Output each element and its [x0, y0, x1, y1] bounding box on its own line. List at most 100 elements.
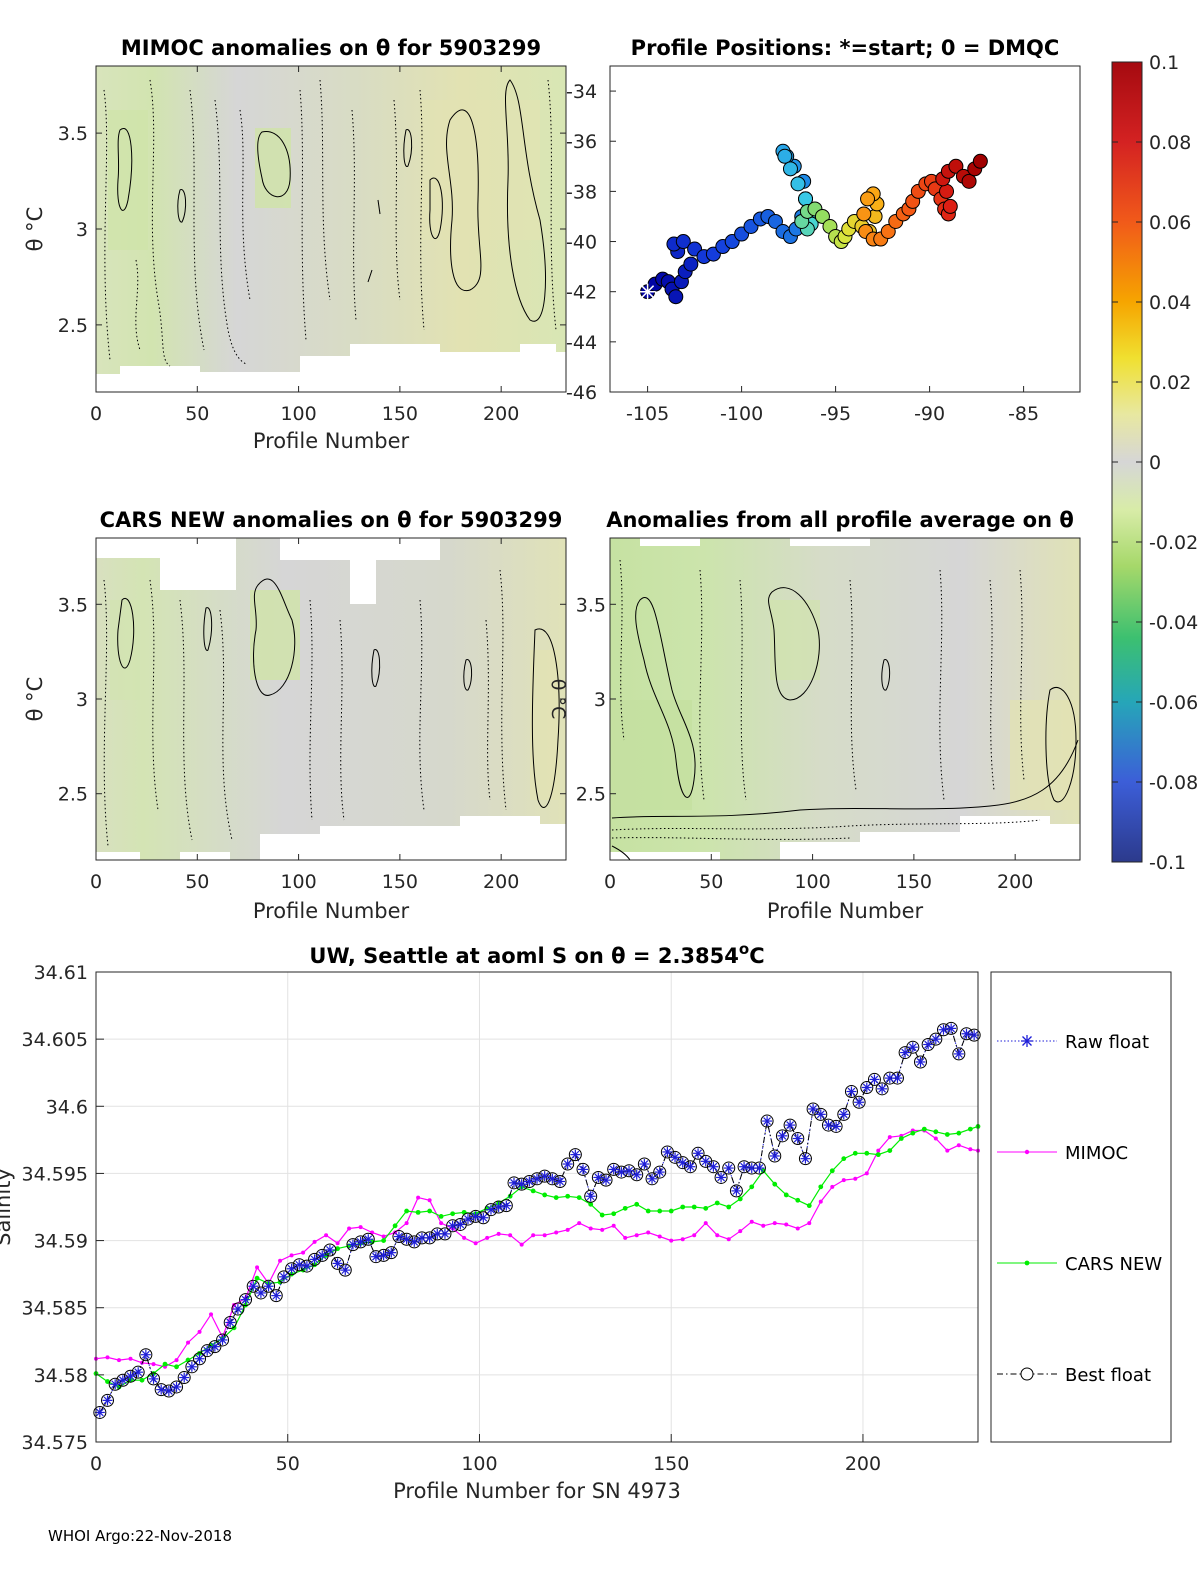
salinity-ytick-label: 34.61	[34, 962, 88, 984]
cars-panel-title: CARS NEW anomalies on θ for 5903299	[100, 508, 563, 532]
average-contour	[1045, 687, 1077, 803]
raw-float-point	[754, 1163, 765, 1174]
asterisk-marker-icon	[548, 1174, 557, 1183]
legend-entry: Best float	[997, 1365, 1151, 1386]
raw-float-point	[317, 1250, 328, 1261]
asterisk-marker-icon	[908, 1043, 917, 1052]
position-point	[683, 256, 699, 272]
raw-float-point	[624, 1165, 635, 1176]
asterisk-marker-icon	[609, 1165, 618, 1174]
raw-float-point	[470, 1211, 481, 1222]
salinity-xtick-label: 0	[90, 1453, 102, 1475]
raw-float-point	[386, 1247, 397, 1258]
cars-point	[680, 1204, 686, 1210]
legend-marker-mimoc	[1024, 1149, 1030, 1155]
raw-float-point	[854, 1097, 865, 1108]
cars-point	[749, 1184, 755, 1190]
raw-float-point	[508, 1177, 519, 1188]
best-float-point	[929, 1032, 943, 1046]
positions-ytick-label: -44	[566, 332, 597, 354]
raw-float-point	[946, 1023, 957, 1034]
cars-point	[898, 1136, 904, 1141]
best-float-point	[231, 1302, 245, 1316]
average-contours	[611, 587, 1079, 861]
mimoc-point	[830, 1184, 835, 1189]
cars-contour	[531, 628, 560, 808]
best-float-point	[208, 1340, 222, 1354]
mimoc-point	[726, 1237, 731, 1242]
salinity-xtick-label: 150	[653, 1453, 689, 1475]
asterisk-marker-icon	[540, 1172, 549, 1181]
cars-ytick-label: 3	[76, 689, 88, 711]
asterisk-marker-icon	[763, 1117, 772, 1125]
cars-point	[404, 1208, 410, 1214]
best-float-point	[124, 1369, 138, 1383]
best-float-point	[239, 1293, 253, 1307]
asterisk-marker-icon	[533, 1174, 541, 1183]
raw-float-point	[110, 1379, 121, 1390]
positions-yticks: -46 -44 -42 -40 -38 -36 -34	[566, 81, 616, 404]
mimoc-point	[174, 1358, 179, 1363]
legend-entry: MIMOC	[997, 1143, 1128, 1164]
raw-float-point	[248, 1281, 259, 1292]
mimoc-point	[485, 1235, 490, 1240]
mimoc-point	[117, 1358, 122, 1363]
cars-dotted-contour	[499, 569, 507, 811]
colorbar-tick-label: 0.06	[1149, 212, 1191, 234]
legend-entries: Raw float MIMOC CARS NEW Best float	[997, 1032, 1162, 1386]
average-dotted-contour	[699, 569, 705, 801]
asterisk-marker-icon	[962, 1029, 971, 1038]
asterisk-marker-icon	[939, 1025, 948, 1034]
legend-label: CARS NEW	[1065, 1254, 1162, 1275]
asterisk-marker-icon	[187, 1362, 196, 1371]
cars-point	[944, 1132, 950, 1137]
cars-xtick-label: 200	[483, 871, 519, 893]
mimoc-point	[784, 1222, 789, 1227]
cars-point	[231, 1325, 237, 1331]
raw-float-point	[631, 1169, 642, 1180]
mimoc-point	[427, 1198, 432, 1203]
mimoc-point	[818, 1199, 823, 1204]
raw-float-point	[447, 1220, 458, 1231]
average-dotted-contour	[619, 559, 625, 741]
raw-float-point	[900, 1047, 911, 1058]
average-contour	[611, 739, 1079, 819]
colorbar-ticks: 0.1 0.08 0.06 0.04 0.02 0 -0.02 -0.04 -0.06 -0.08…	[1112, 52, 1198, 874]
raw-float-point	[140, 1349, 151, 1360]
raw-float-point	[562, 1159, 573, 1170]
raw-float-point	[378, 1250, 389, 1261]
raw-float-point	[731, 1185, 742, 1196]
asterisk-marker-icon	[164, 1387, 173, 1395]
best-float-point	[116, 1373, 130, 1387]
asterisk-marker-icon	[901, 1048, 910, 1057]
mimoc-point	[956, 1143, 961, 1148]
position-point	[790, 176, 806, 192]
mimoc-point	[703, 1221, 708, 1226]
positions-axes-frame	[609, 65, 1081, 393]
raw-float-point	[117, 1375, 128, 1386]
mimoc-dotted-contour	[135, 259, 141, 351]
cars-heatmap-patch-green	[110, 600, 140, 700]
asterisk-marker-icon	[134, 1368, 143, 1377]
average-heatmap-patch-yellow	[1010, 700, 1080, 810]
raw-float-point	[670, 1152, 681, 1163]
cars-point	[381, 1238, 387, 1243]
best-float-point	[262, 1279, 276, 1293]
salinity-legend: Raw float MIMOC CARS NEW Best float	[990, 971, 1172, 1443]
raw-float-point	[762, 1116, 773, 1127]
position-point	[972, 153, 988, 169]
salinity-ytick-label: 34.59	[34, 1231, 88, 1253]
best-float-point	[246, 1279, 260, 1293]
best-float-point	[185, 1360, 199, 1374]
mimoc-ytick-label: 2.5	[58, 315, 88, 337]
best-float-point	[722, 1161, 736, 1175]
asterisk-marker-icon	[433, 1229, 442, 1238]
mimoc-point	[841, 1178, 846, 1183]
cars-point	[806, 1203, 812, 1209]
raw-float-point	[693, 1148, 704, 1159]
raw-float-point	[654, 1167, 665, 1178]
mimoc-point	[186, 1340, 191, 1345]
position-point	[961, 173, 977, 189]
mimoc-yticks: 2.5 3 3.5	[58, 123, 566, 337]
cars-point	[611, 1211, 617, 1217]
